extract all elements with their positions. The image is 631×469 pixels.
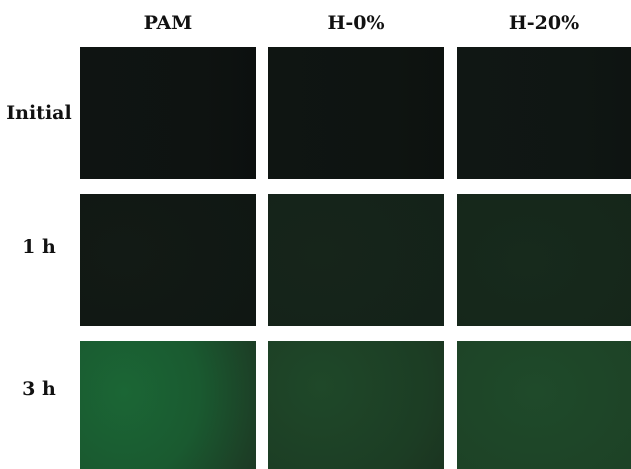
row-label-3h: 3 h (22, 378, 56, 400)
micrograph-h0-3h (268, 341, 444, 469)
micrograph-pam-initial (80, 47, 256, 179)
micrograph-h0-initial (268, 47, 444, 179)
column-header-h-0: H-0% (327, 12, 385, 34)
column-header-h-20: H-20% (508, 12, 580, 34)
row-label-1h: 1 h (22, 236, 56, 258)
micrograph-h20-3h (457, 341, 631, 469)
row-label-initial: Initial (6, 102, 72, 124)
micrograph-h0-1h (268, 194, 444, 326)
micrograph-pam-1h (80, 194, 256, 326)
column-header-pam: PAM (143, 12, 193, 34)
micrograph-pam-3h (80, 341, 256, 469)
micrograph-h20-initial (457, 47, 631, 179)
micrograph-h20-1h (457, 194, 631, 326)
